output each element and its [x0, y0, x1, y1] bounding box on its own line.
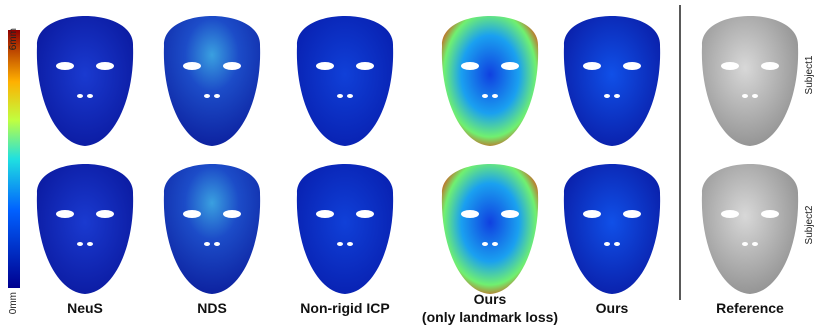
- face: [702, 16, 798, 146]
- nostril: [337, 242, 343, 246]
- face: [37, 164, 133, 294]
- eye: [316, 62, 334, 70]
- column-sublabel: (only landmark loss): [422, 309, 558, 325]
- nostril: [482, 242, 488, 246]
- colorbar-min: 0mm: [8, 292, 19, 314]
- nostril: [214, 242, 220, 246]
- nostril: [492, 242, 498, 246]
- row-label: Subject1: [804, 55, 814, 94]
- nostril: [87, 94, 93, 98]
- eye: [623, 210, 641, 218]
- eye: [461, 62, 479, 70]
- eye: [96, 210, 114, 218]
- eye: [316, 210, 334, 218]
- eye: [56, 210, 74, 218]
- nostril: [614, 242, 620, 246]
- column-label: Ours: [474, 291, 507, 307]
- eye: [721, 210, 739, 218]
- column-label: NDS: [197, 300, 227, 316]
- eye: [501, 62, 519, 70]
- nostril: [87, 242, 93, 246]
- nostril: [347, 94, 353, 98]
- nostril: [77, 242, 83, 246]
- face: [297, 164, 393, 294]
- row-label: Subject2: [804, 205, 814, 244]
- eye: [183, 210, 201, 218]
- nostril: [614, 94, 620, 98]
- figure: 6mm 0mm Reference Subject1 Subject2 NeuS…: [0, 0, 814, 329]
- nostril: [604, 242, 610, 246]
- nostril: [742, 94, 748, 98]
- eye: [583, 62, 601, 70]
- face: [564, 16, 660, 146]
- nostril: [204, 94, 210, 98]
- nostril: [752, 94, 758, 98]
- nostril: [214, 94, 220, 98]
- face: [37, 16, 133, 146]
- eye: [461, 210, 479, 218]
- colorbar-max: 6mm: [8, 28, 19, 50]
- colorbar: [8, 30, 20, 288]
- eye: [356, 62, 374, 70]
- eye: [761, 210, 779, 218]
- eye: [583, 210, 601, 218]
- column-label: Non-rigid ICP: [300, 300, 389, 316]
- eye: [761, 62, 779, 70]
- face: [297, 16, 393, 146]
- nostril: [347, 242, 353, 246]
- eye: [356, 210, 374, 218]
- face: [164, 16, 260, 146]
- face: [442, 164, 538, 294]
- faces: [37, 16, 798, 294]
- nostril: [752, 242, 758, 246]
- nostril: [742, 242, 748, 246]
- eye: [223, 210, 241, 218]
- face: [442, 16, 538, 146]
- nostril: [604, 94, 610, 98]
- eye: [501, 210, 519, 218]
- nostril: [482, 94, 488, 98]
- nostril: [204, 242, 210, 246]
- nostril: [337, 94, 343, 98]
- nostril: [492, 94, 498, 98]
- nostril: [77, 94, 83, 98]
- eye: [96, 62, 114, 70]
- column-label: Reference: [716, 300, 784, 316]
- face: [564, 164, 660, 294]
- face: [702, 164, 798, 294]
- column-label: NeuS: [67, 300, 103, 316]
- column-label: Ours: [596, 300, 629, 316]
- eye: [183, 62, 201, 70]
- eye: [721, 62, 739, 70]
- eye: [56, 62, 74, 70]
- face: [164, 164, 260, 294]
- eye: [623, 62, 641, 70]
- eye: [223, 62, 241, 70]
